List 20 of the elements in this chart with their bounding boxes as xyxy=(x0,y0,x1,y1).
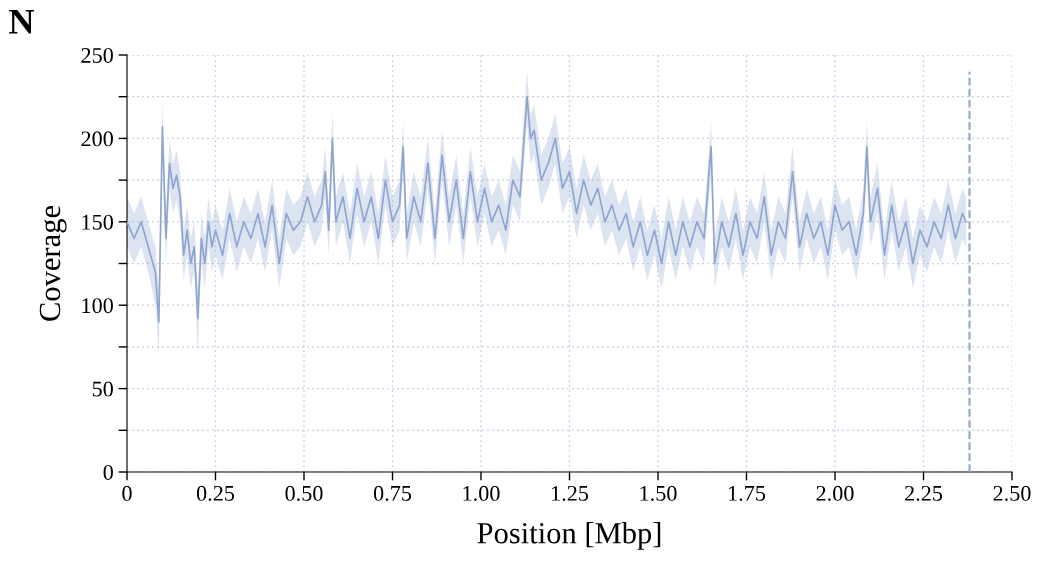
x-tick-label: 1.75 xyxy=(729,485,766,501)
x-tick-label: 1.25 xyxy=(552,485,589,501)
x-tick-label: 0.50 xyxy=(285,485,323,501)
x-axis-title: Position [Mbp] xyxy=(477,522,661,550)
x-tick-label: 1.50 xyxy=(640,485,677,501)
y-tick-label: 150 xyxy=(82,214,113,230)
x-tick-label: 2.00 xyxy=(816,485,854,501)
y-tick-label: 100 xyxy=(82,298,113,314)
y-tick-label: 200 xyxy=(81,131,113,147)
x-tick-label: 1.00 xyxy=(463,485,500,501)
chart-title: N xyxy=(9,9,35,34)
x-tick-label: 0 xyxy=(122,485,132,501)
y-tick-label: 0 xyxy=(103,464,113,480)
x-tick-label: 2.25 xyxy=(905,485,943,501)
x-tick-label: 0.75 xyxy=(373,485,412,501)
x-tick-label: 2.50 xyxy=(993,485,1031,501)
y-tick-label: 250 xyxy=(81,47,113,63)
y-tick-label: 50 xyxy=(92,381,113,397)
x-tick-label: 0.25 xyxy=(196,485,235,501)
y-axis-title: Coverage xyxy=(39,206,67,321)
